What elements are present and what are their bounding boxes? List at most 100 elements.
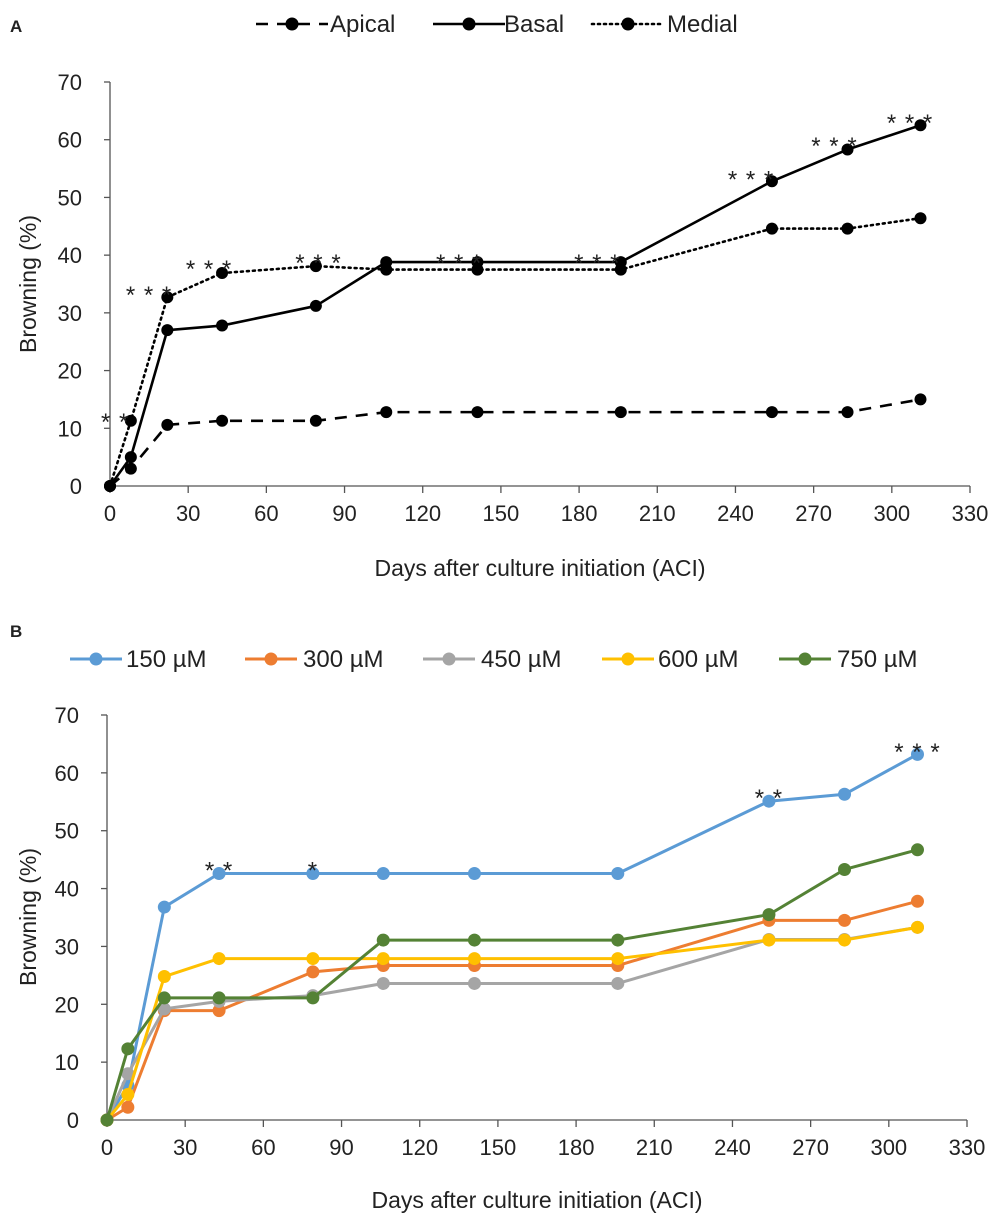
data-point	[124, 414, 137, 427]
y-tick-label: 60	[55, 761, 79, 786]
legend-item: Basal	[433, 11, 564, 38]
legend-marker	[462, 17, 476, 31]
data-point	[306, 991, 320, 1005]
x-tick-label: 90	[329, 1135, 353, 1160]
data-point	[762, 933, 776, 947]
data-point	[309, 260, 322, 273]
series-line	[105, 925, 918, 1121]
legend-item: Medial	[590, 11, 738, 38]
panel-label: B	[10, 622, 22, 641]
legend-marker	[442, 652, 456, 666]
series-300-m	[100, 894, 924, 1127]
data-point	[121, 1088, 135, 1102]
series-basal	[104, 119, 927, 492]
data-point	[380, 406, 393, 419]
data-point	[467, 952, 481, 966]
x-tick-label: 330	[952, 501, 989, 526]
data-point	[914, 212, 927, 225]
series-750-m	[100, 843, 924, 1127]
data-point	[212, 1004, 226, 1018]
chart-panel-a: A 0 10 20 30 40 50 60 70 0 30 60 90 120 150 180 210 240 27…	[10, 11, 988, 581]
data-point	[309, 414, 322, 427]
data-point	[376, 952, 390, 966]
data-point	[161, 418, 174, 431]
data-point	[841, 406, 854, 419]
data-point	[838, 787, 852, 801]
data-point	[157, 1002, 171, 1016]
significance-label: * * *	[894, 739, 940, 766]
legend-item: 450 µM	[423, 646, 562, 673]
x-tick-label: 330	[949, 1135, 986, 1160]
data-point	[914, 393, 927, 406]
data-point	[467, 933, 481, 947]
legend-item: 750 µM	[779, 646, 918, 673]
data-point	[765, 406, 778, 419]
y-axis-title: Browning (%)	[15, 215, 41, 353]
data-point	[765, 175, 778, 188]
data-point	[910, 747, 924, 761]
x-tick-label: 270	[795, 501, 832, 526]
data-point	[212, 867, 226, 881]
data-point	[212, 952, 226, 966]
significance-label: * *	[205, 858, 233, 885]
data-point	[124, 462, 137, 475]
series-150-m	[100, 747, 924, 1127]
data-point	[161, 324, 174, 337]
series-line	[108, 124, 921, 487]
series-apical	[104, 393, 927, 492]
data-point	[910, 894, 924, 908]
x-tick-label: 30	[173, 1135, 197, 1160]
data-point	[910, 843, 924, 857]
legend-label: 450 µM	[481, 646, 562, 673]
y-tick-label: 20	[55, 992, 79, 1017]
data-point	[376, 976, 390, 990]
data-point	[380, 263, 393, 276]
x-tick-label: 180	[561, 501, 598, 526]
x-axis-title: Days after culture initiation (ACI)	[371, 1187, 702, 1213]
data-point	[216, 319, 229, 332]
legend-item: Apical	[256, 11, 395, 38]
y-tick-label: 20	[58, 359, 82, 384]
x-tick-label: 210	[639, 501, 676, 526]
significance-label: * * *	[574, 250, 620, 277]
data-point	[611, 867, 625, 881]
x-tick-label: 210	[636, 1135, 673, 1160]
legend-label: Apical	[330, 11, 395, 38]
data-point	[121, 1100, 135, 1114]
x-tick-label: 30	[176, 501, 200, 526]
data-point	[212, 991, 226, 1005]
data-point	[762, 794, 776, 808]
significance-label: * * *	[126, 282, 172, 309]
data-point	[121, 1067, 135, 1081]
significance-label: * * *	[186, 256, 232, 283]
y-tick-label: 70	[55, 703, 79, 728]
data-point	[124, 451, 137, 464]
significance-label: * * *	[811, 133, 857, 160]
data-point	[306, 965, 320, 979]
data-point	[614, 263, 627, 276]
data-point	[611, 952, 625, 966]
data-point	[614, 406, 627, 419]
legend-label: 600 µM	[658, 646, 739, 673]
x-tick-label: 60	[251, 1135, 275, 1160]
data-point	[306, 952, 320, 966]
data-point	[157, 900, 171, 914]
data-point	[841, 143, 854, 156]
data-point	[841, 222, 854, 235]
series-line	[109, 398, 921, 488]
data-point	[157, 991, 171, 1005]
x-tick-label: 0	[101, 1135, 113, 1160]
x-tick-label: 240	[714, 1135, 751, 1160]
y-tick-label: 50	[58, 185, 82, 210]
significance-label: * * *	[887, 110, 933, 137]
data-point	[611, 933, 625, 947]
y-tick-label: 10	[58, 416, 82, 441]
x-tick-label: 120	[401, 1135, 438, 1160]
data-point	[467, 867, 481, 881]
data-point	[376, 867, 390, 881]
x-tick-label: 90	[332, 501, 356, 526]
data-point	[471, 263, 484, 276]
legend-label: 150 µM	[126, 646, 207, 673]
y-tick-label: 70	[58, 70, 82, 95]
